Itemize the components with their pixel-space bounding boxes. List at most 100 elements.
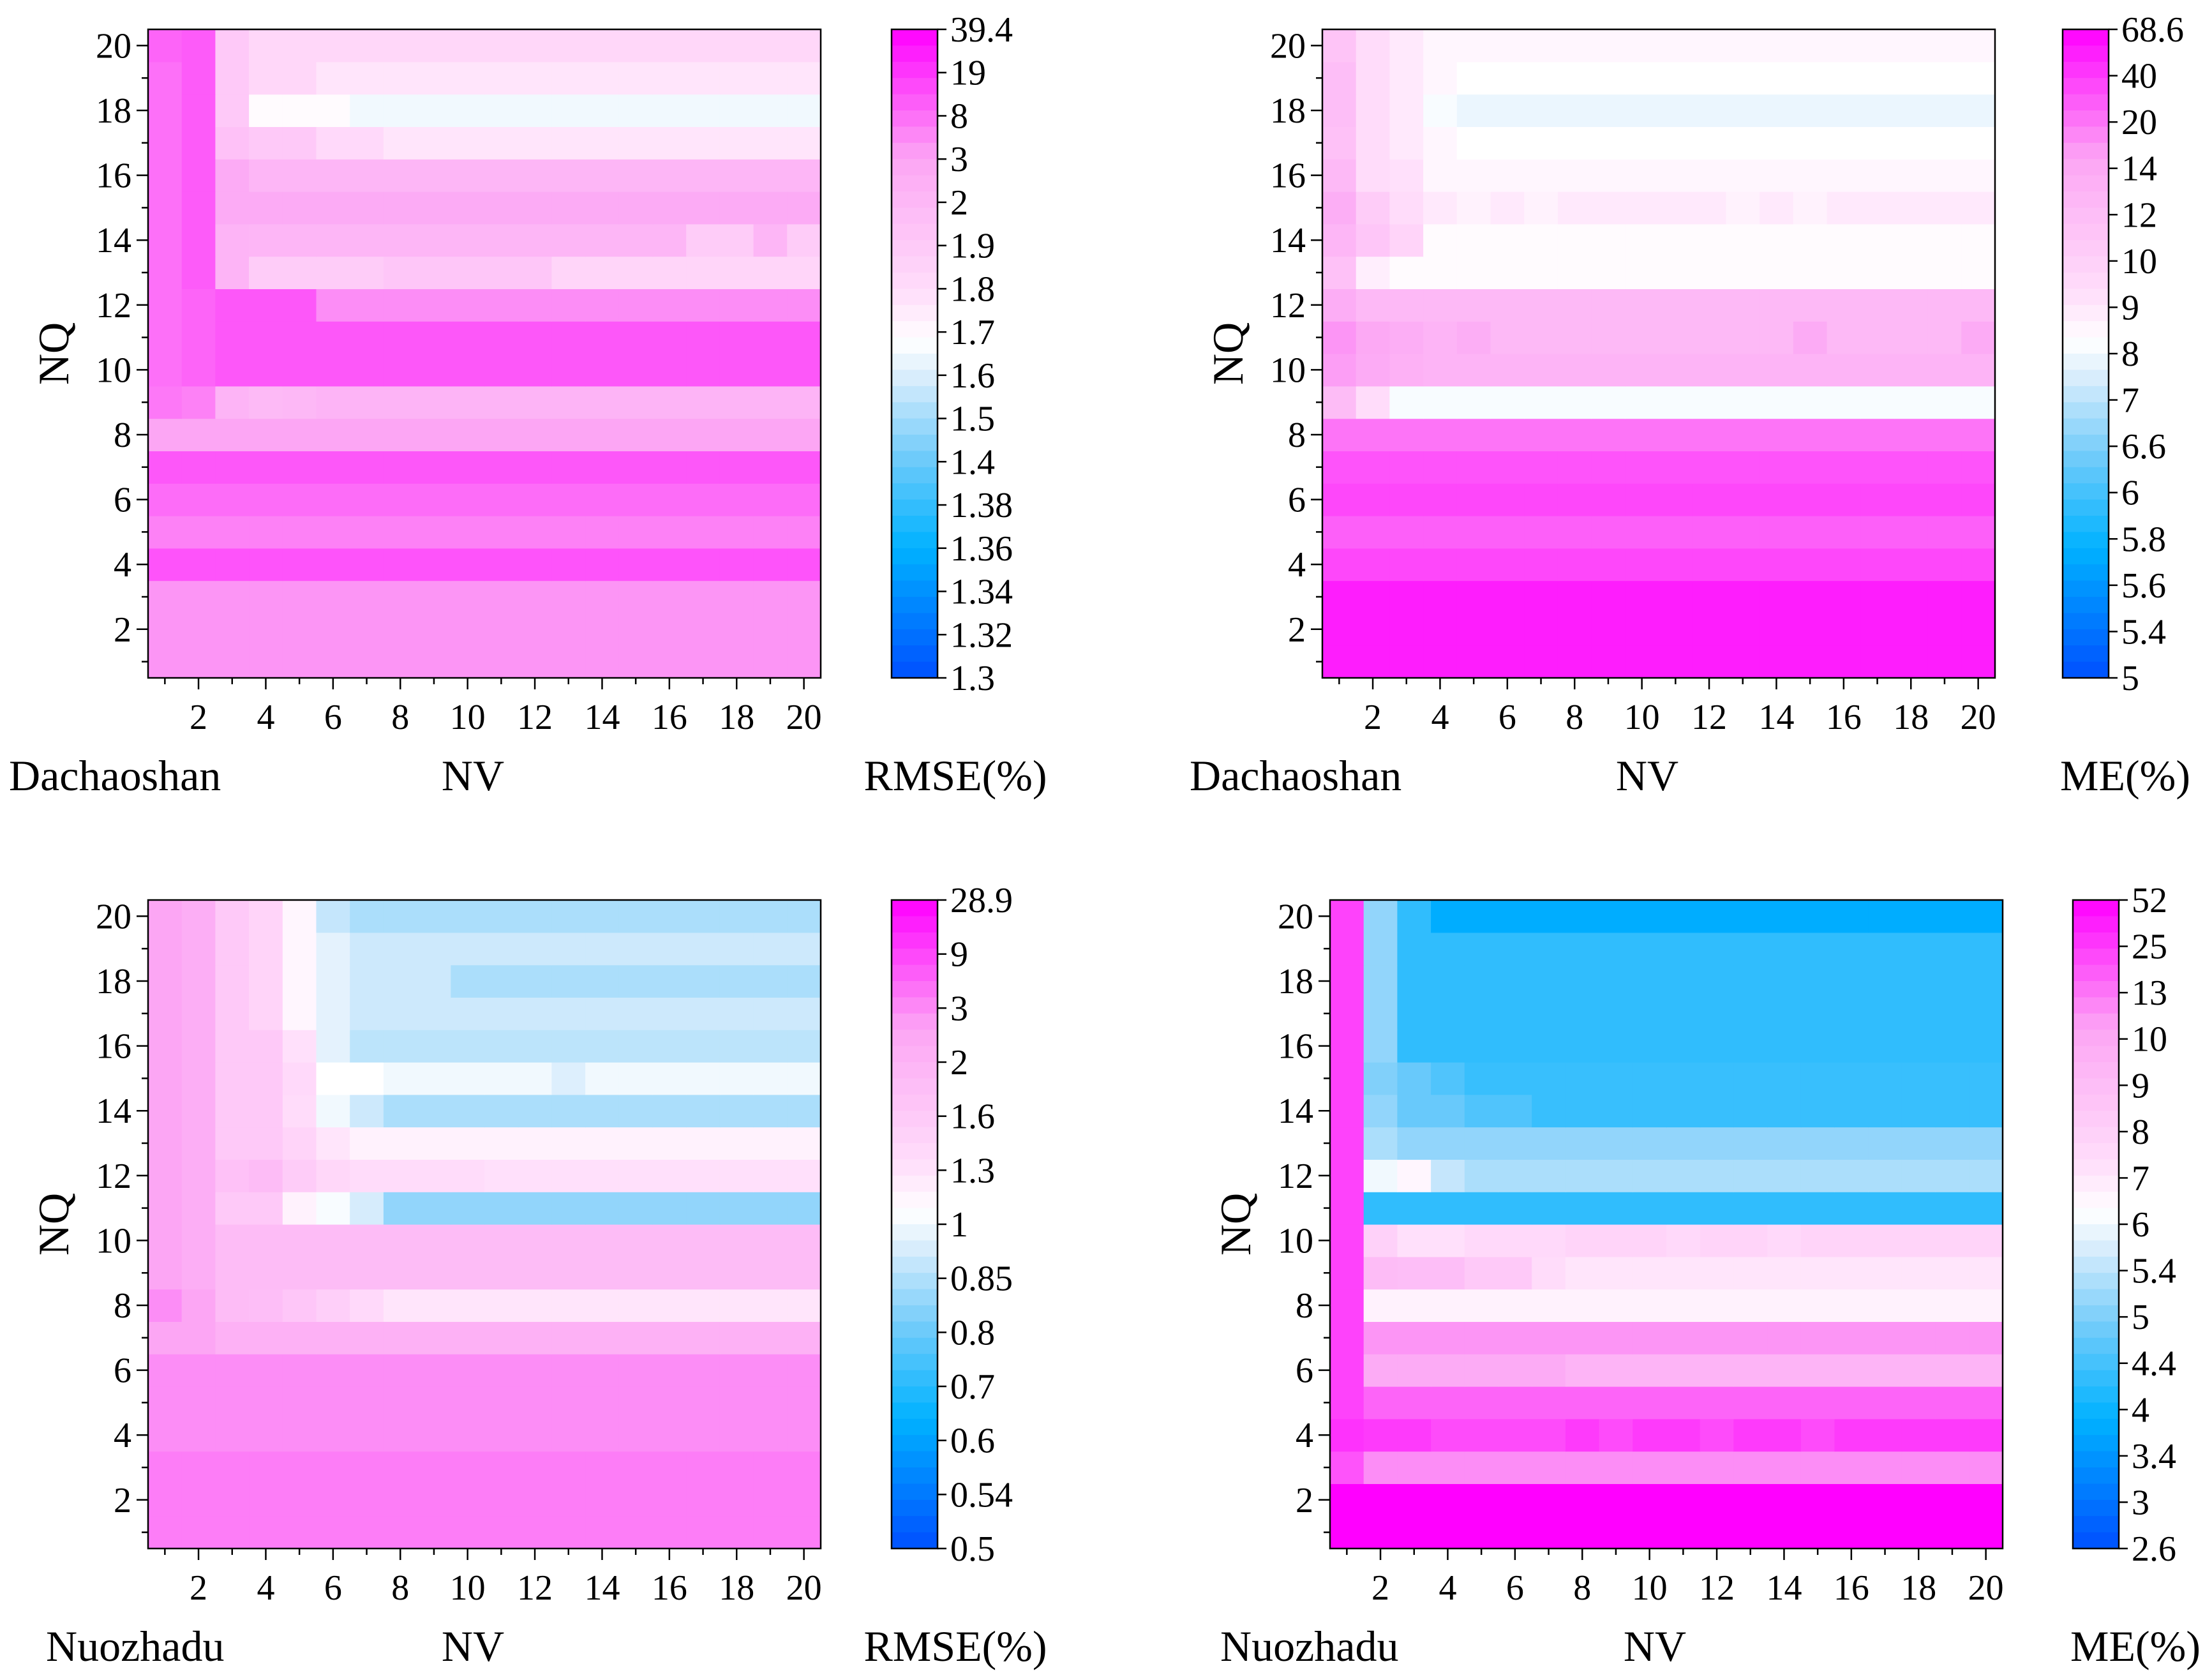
heatmap-cell-nq8-nv14 — [585, 1289, 620, 1322]
heatmap-cell-nq4-nv10 — [1633, 1418, 1667, 1452]
heatmap-cell-nq8-nv18 — [1901, 1289, 1936, 1322]
x-tick-label: 4 — [257, 698, 274, 737]
heatmap-cell-nq13-nv5 — [1464, 1127, 1499, 1160]
heatmap-cell-nq1-nv18 — [719, 1516, 754, 1549]
heatmap-cell-nq2-nv20 — [787, 1483, 821, 1517]
colorbar-tick-label: 39.4 — [950, 10, 1013, 50]
heatmap-cell-nq13-nv17 — [686, 1127, 721, 1160]
heatmap-cell-nq19-nv20 — [1961, 61, 1996, 95]
heatmap-cell-nq11-nv8 — [1565, 1192, 1600, 1225]
heatmap-cell-nq11-nv5 — [282, 321, 317, 354]
heatmap-cell-nq11-nv2 — [181, 1192, 216, 1225]
heatmap-cell-nq11-nv18 — [1901, 1192, 1936, 1225]
heatmap-cell-nq15-nv3 — [215, 191, 250, 225]
heatmap-cell-nq16-nv14 — [585, 1030, 620, 1063]
heatmap-cell-nq1-nv17 — [1868, 1516, 1902, 1549]
plot-frame — [1321, 28, 1996, 679]
heatmap-cell-nq12-nv7 — [350, 1159, 384, 1192]
heatmap-cell-nq20-nv1 — [1330, 900, 1364, 933]
x-tick-label: 12 — [1699, 1568, 1735, 1608]
heatmap-cell-nq14-nv11 — [1666, 1094, 1701, 1128]
heatmap-cell-nq3-nv7 — [350, 1451, 384, 1484]
heatmap-cell-nq3-nv18 — [719, 1451, 754, 1484]
heatmap-cell-nq1-nv9 — [1591, 645, 1625, 679]
heatmap-cell-nq20-nv14 — [585, 29, 620, 63]
heatmap-cell-nq14-nv4 — [1423, 223, 1458, 257]
heatmap-cell-nq5-nv10 — [451, 516, 485, 549]
heatmap-cell-nq11-nv17 — [686, 321, 721, 354]
heatmap-cell-nq6-nv10 — [451, 1354, 485, 1387]
heatmap-cell-nq7-nv9 — [1591, 451, 1625, 484]
colorbar-segment — [2063, 597, 2109, 613]
heatmap-cell-nq3-nv19 — [1927, 580, 1962, 613]
heatmap-cell-nq17-nv4 — [1423, 126, 1458, 160]
heatmap-cell-nq7-nv11 — [1666, 1321, 1701, 1354]
heatmap-cell-nq17-nv8 — [383, 997, 418, 1030]
heatmap-cell-nq9-nv13 — [1733, 1256, 1768, 1290]
heatmap-cell-nq20-nv6 — [316, 29, 350, 63]
colorbar-segment — [2063, 645, 2109, 663]
heatmap-cell-nq8-nv6 — [316, 1289, 350, 1322]
heatmap-cell-nq6-nv13 — [1733, 1354, 1768, 1387]
heatmap-cell-nq17-nv5 — [282, 997, 317, 1030]
heatmap-cell-nq19-nv11 — [484, 61, 519, 95]
heatmap-cell-nq5-nv16 — [1827, 516, 1861, 549]
heatmap-cell-nq16-nv2 — [1356, 159, 1390, 192]
heatmap-cell-nq2-nv6 — [316, 1483, 350, 1517]
colorbar-tick-label: 28.9 — [950, 881, 1013, 920]
heatmap-cell-nq3-nv15 — [1793, 580, 1828, 613]
heatmap-cell-nq16-nv5 — [282, 1030, 317, 1063]
x-tick-label: 6 — [324, 698, 342, 737]
heatmap-cell-nq4-nv20 — [787, 1418, 821, 1452]
heatmap-cell-nq7-nv14 — [585, 451, 620, 484]
heatmap-cell-nq4-nv12 — [1700, 1418, 1734, 1452]
heatmap-cell-nq6-nv13 — [551, 483, 586, 516]
heatmap-cell-nq2-nv17 — [1860, 613, 1895, 646]
heatmap-cell-nq19-nv19 — [1935, 932, 1969, 966]
heatmap-cell-nq2-nv15 — [1793, 613, 1828, 646]
colorbar-tick-label: 1.6 — [950, 1097, 995, 1137]
heatmap-cell-nq19-nv17 — [686, 932, 721, 966]
heatmap-cell-nq16-nv16 — [1827, 159, 1861, 192]
colorbar-tick-label: 9 — [950, 935, 968, 975]
heatmap-cell-nq9-nv4 — [249, 386, 283, 419]
heatmap-cell-nq8-nv6 — [316, 418, 350, 451]
heatmap-cell-nq15-nv18 — [1901, 1062, 1936, 1095]
heatmap-cell-nq20-nv8 — [383, 900, 418, 933]
heatmap-cell-nq3-nv11 — [1666, 1451, 1701, 1484]
heatmap-cell-nq12-nv2 — [1363, 1159, 1398, 1192]
colorbar-tick-label: 0.5 — [950, 1529, 995, 1569]
heatmap-cell-nq5-nv7 — [350, 516, 384, 549]
colorbar-segment — [892, 126, 938, 144]
heatmap-cell-nq20-nv17 — [1860, 29, 1895, 63]
heatmap-cell-nq17-nv2 — [181, 997, 216, 1030]
heatmap-cell-nq15-nv14 — [585, 191, 620, 225]
heatmap-cell-nq5-nv10 — [1625, 516, 1659, 549]
heatmap-cell-nq3-nv6 — [316, 1451, 350, 1484]
heatmap-cell-nq10-nv7 — [1532, 1224, 1566, 1257]
heatmap-cell-nq8-nv4 — [249, 418, 283, 451]
heatmap-cell-nq15-nv1 — [1330, 1062, 1364, 1095]
heatmap-cell-nq8-nv12 — [518, 418, 552, 451]
heatmap-cell-nq20-nv17 — [1868, 900, 1902, 933]
heatmap-cell-nq13-nv6 — [316, 1127, 350, 1160]
heatmap-cell-nq6-nv12 — [518, 483, 552, 516]
colorbar-segment — [892, 94, 938, 111]
heatmap-cell-nq20-nv7 — [1524, 29, 1558, 63]
heatmap-cell-nq8-nv15 — [1793, 418, 1828, 451]
heatmap-cell-nq15-nv12 — [1692, 191, 1726, 225]
heatmap-cell-nq8-nv15 — [1800, 1289, 1835, 1322]
heatmap-cell-nq14-nv8 — [383, 1094, 418, 1128]
heatmap-cell-nq1-nv17 — [1860, 645, 1895, 679]
heatmap-cell-nq2-nv9 — [1599, 1483, 1633, 1517]
heatmap-cell-nq12-nv20 — [787, 1159, 821, 1192]
heatmap-cell-nq14-nv18 — [1901, 1094, 1936, 1128]
colorbar-segment — [892, 142, 938, 160]
heatmap-cell-nq2-nv5 — [1456, 613, 1491, 646]
heatmap-cell-nq6-nv19 — [753, 1354, 788, 1387]
colorbar-segment — [2063, 629, 2109, 646]
heatmap-cell-nq2-nv8 — [383, 1483, 418, 1517]
heatmap-cell-nq4-nv1 — [148, 1418, 183, 1452]
heatmap-cell-nq7-nv18 — [719, 451, 754, 484]
heatmap-cell-nq4-nv8 — [1565, 1418, 1600, 1452]
